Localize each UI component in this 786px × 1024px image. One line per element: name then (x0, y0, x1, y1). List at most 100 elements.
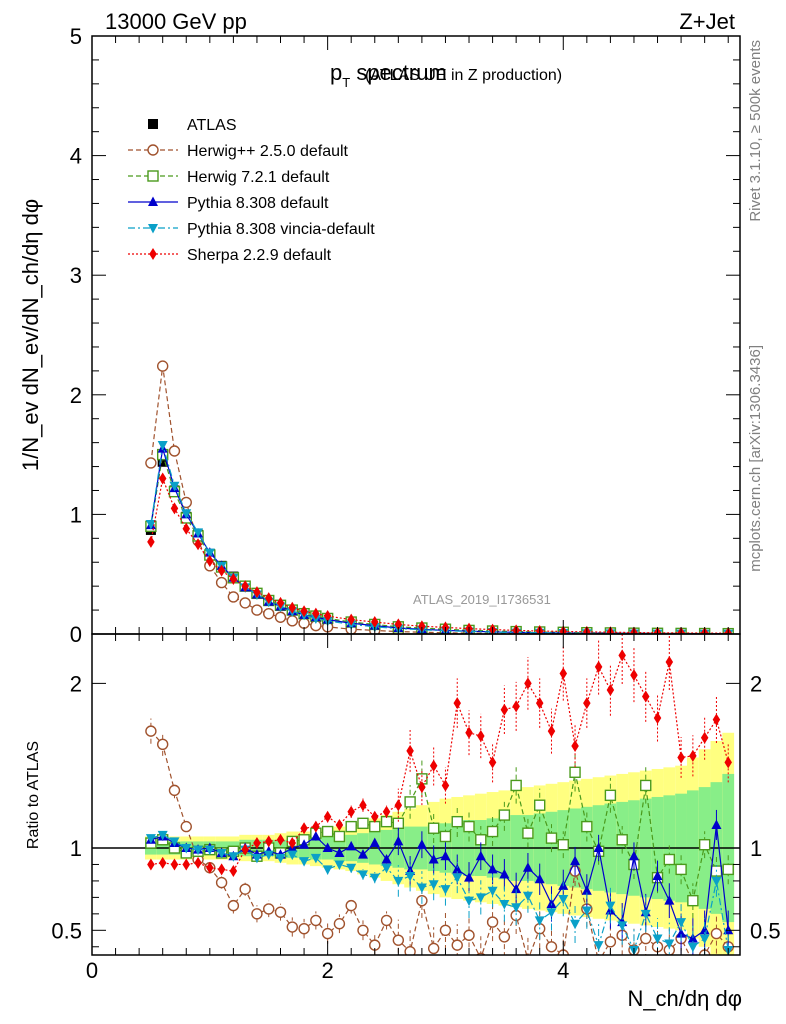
ratio-data-point (593, 941, 604, 951)
legend-entry-pythia-8-308-default: Pythia 8.308 default (128, 195, 329, 212)
ratio-data-point (299, 839, 310, 849)
header-process-label: Z+Jet (679, 9, 735, 34)
ratio-data-point (404, 796, 416, 808)
main-data-point (170, 502, 179, 515)
ratio-data-point (652, 934, 663, 945)
ratio-data-point (617, 921, 628, 931)
ratio-data-point (710, 927, 723, 940)
ratio-data-point (640, 932, 652, 945)
ratio-data-point (583, 697, 591, 710)
ratio-data-point (451, 815, 463, 828)
ratio-data-point (606, 683, 615, 696)
main-data-point (300, 605, 308, 618)
ratio-data-point (312, 820, 320, 833)
ratio-data-point (465, 726, 473, 739)
ratio-data-point (440, 850, 451, 861)
ratio-data-point (711, 819, 722, 829)
ratio-data-point (180, 820, 192, 833)
main-y-tick-label: 2 (70, 383, 82, 408)
ratio-data-point (156, 738, 169, 750)
ratio-data-point (193, 845, 204, 856)
legend-entry-pythia-8-308-vincia-default: Pythia 8.308 vincia-default (128, 221, 375, 238)
ratio-data-point (640, 779, 652, 792)
legend-entry-herwig-7-2-1-default: Herwig 7.2.1 default (128, 169, 330, 186)
main-y-tick-label: 1 (70, 502, 82, 527)
ratio-data-point (477, 730, 485, 743)
ratio-data-point (427, 942, 440, 955)
legend-label: Pythia 8.308 vincia-default (187, 221, 375, 238)
main-data-point (181, 509, 192, 519)
ratio-data-point (640, 909, 651, 920)
legend-marker (148, 196, 158, 206)
ratio-data-point (170, 858, 179, 871)
ratio-data-point (359, 799, 367, 812)
ratio-data-point (487, 863, 498, 874)
ratio-data-point (605, 901, 616, 912)
ratio-data-point (429, 759, 438, 772)
ratio-data-point (321, 825, 334, 838)
legend-label: ATLAS (187, 117, 237, 134)
main-series-pythia-8-308-default (145, 443, 732, 634)
ratio-data-point (428, 880, 439, 890)
ratio-data-point (217, 863, 226, 876)
ratio-data-point (511, 883, 522, 894)
ratio-data-point (677, 751, 685, 764)
ratio-data-point (381, 854, 392, 864)
ratio-data-point (393, 876, 404, 887)
main-data-point (168, 445, 181, 457)
plot-subtitle: (ATLAS UE in Z production) (365, 67, 562, 84)
ratio-data-point (181, 844, 192, 854)
ratio-data-point (215, 876, 228, 889)
main-data-point (206, 555, 214, 568)
header-collision-label: 13000 GeV pp (105, 9, 247, 34)
ratio-data-point (534, 916, 545, 926)
legend: ATLAS Herwig++ 2.5.0 default Herwig 7.2.1 … (128, 117, 375, 264)
ratio-data-point (557, 839, 569, 851)
legend-label: Pythia 8.308 default (187, 195, 329, 212)
ratio-data-point (464, 872, 475, 882)
main-data-point (264, 592, 273, 605)
ratio-y-tick-label: 0.5 (51, 918, 82, 943)
plot-title-main: p (330, 60, 342, 85)
ratio-data-point (687, 894, 699, 907)
ratio-data-point (392, 934, 405, 946)
main-data-point (263, 607, 275, 620)
x-tick-label: 2 (322, 958, 334, 983)
ratio-data-point (570, 855, 581, 866)
ratio-data-point (581, 885, 592, 895)
ratio-data-point (335, 818, 344, 831)
ratio-data-point (616, 834, 628, 846)
legend-label: Herwig++ 2.5.0 default (187, 143, 349, 160)
ratio-data-point (676, 918, 687, 928)
ratio-data-point (439, 830, 452, 843)
ratio-data-point (452, 863, 463, 874)
ratio-data-point (546, 898, 557, 908)
ratio-data-point (665, 655, 674, 668)
ratio-data-point (689, 749, 697, 762)
ratio-data-point (427, 822, 440, 834)
ratio-data-point (251, 853, 262, 864)
main-data-point (145, 519, 156, 530)
main-data-point (204, 548, 215, 559)
ratio-data-point (463, 820, 475, 833)
ratio-data-point (251, 908, 263, 920)
ratio-data-point (699, 934, 710, 945)
ratio-data-point (534, 873, 545, 884)
ratio-data-point (357, 924, 369, 937)
ratio-data-point (453, 697, 461, 710)
ratio-data-point (206, 861, 214, 874)
ratio-data-point (545, 832, 558, 844)
main-y-axis-label: 1/N_ev dN_ev/dN_ch/dη dφ (18, 199, 43, 471)
main-data-point (371, 616, 379, 629)
ratio-data-point (545, 941, 558, 953)
ratio-data-point (688, 957, 698, 967)
legend-label: Sherpa 2.2.9 default (187, 247, 332, 264)
main-y-tick-label: 3 (70, 263, 82, 288)
ratio-plot-series (145, 634, 734, 967)
ratio-data-point (334, 847, 345, 857)
ratio-data-point (499, 868, 510, 879)
legend-marker (147, 170, 159, 182)
main-data-point (251, 604, 263, 616)
x-tick-label: 0 (86, 958, 98, 983)
ratio-data-point (380, 914, 393, 927)
